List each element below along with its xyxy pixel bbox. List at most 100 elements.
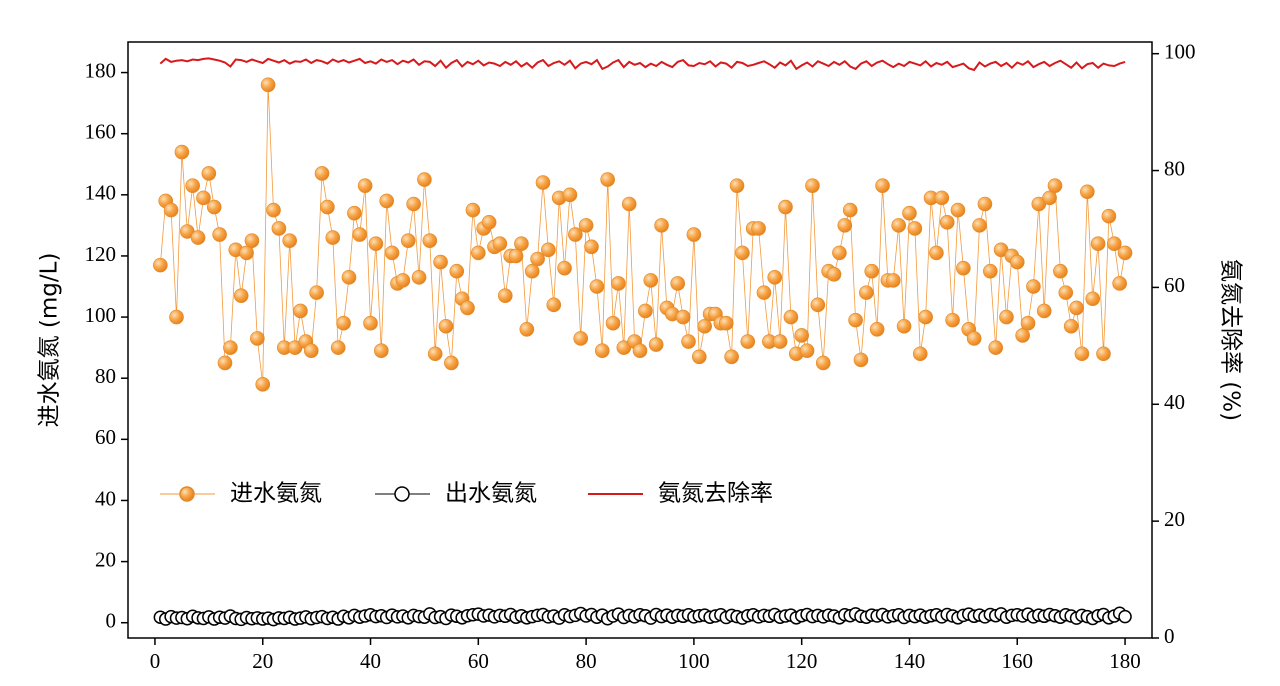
data-point [546, 297, 562, 313]
data-point [519, 322, 535, 337]
data-point [621, 196, 637, 212]
data-point [320, 199, 335, 215]
data-point [810, 297, 826, 313]
data-point [611, 276, 626, 291]
data-point [282, 233, 297, 248]
y2-axis-label: 氨氮去除率 (%) [1218, 259, 1244, 421]
data-point [697, 318, 712, 334]
data-point [686, 227, 702, 242]
data-point [643, 273, 659, 288]
data-point [379, 193, 394, 209]
data-point [956, 260, 971, 276]
data-point [1090, 236, 1106, 252]
data-point [174, 144, 190, 160]
data-point [557, 260, 572, 276]
data-point [832, 245, 847, 261]
x-tick-label: 80 [576, 649, 597, 673]
data-point [341, 270, 357, 285]
data-point [201, 166, 217, 181]
data-point [433, 254, 448, 270]
data-point [578, 218, 594, 233]
y-tick-label: 40 [95, 486, 116, 510]
data-point [718, 315, 734, 331]
data-point [875, 178, 890, 193]
data-point [886, 273, 901, 288]
x-tick-label: 60 [468, 649, 489, 673]
data-point [799, 343, 815, 358]
y2-tick-label: 100 [1164, 39, 1196, 63]
y2-tick-label: 40 [1164, 390, 1185, 414]
y-tick-label: 20 [95, 547, 116, 571]
legend-label: 出水氨氮 [445, 481, 537, 507]
data-point [783, 309, 799, 325]
data-point [902, 205, 917, 221]
data-point [589, 279, 605, 294]
data-point [691, 349, 707, 365]
data-point [163, 202, 179, 218]
data-point [1042, 190, 1057, 206]
y2-tick-label: 0 [1164, 624, 1175, 648]
data-point [778, 199, 793, 215]
data-point [729, 178, 745, 193]
y-tick-label: 100 [85, 303, 117, 327]
x-tick-label: 180 [1109, 649, 1141, 673]
data-point [562, 187, 578, 203]
data-point [869, 322, 885, 337]
data-point [977, 196, 993, 212]
data-point [864, 263, 880, 279]
data-point [1009, 254, 1025, 270]
data-point [271, 221, 287, 236]
data-point [1036, 303, 1052, 319]
data-point [233, 288, 249, 303]
data-point [497, 288, 513, 303]
y-tick-label: 80 [95, 364, 116, 388]
data-point [772, 334, 788, 349]
data-point [384, 245, 400, 261]
data-point [1026, 279, 1041, 294]
data-point [983, 263, 998, 279]
y-tick-label: 140 [85, 181, 117, 205]
data-point [185, 178, 200, 193]
data-point [1058, 285, 1074, 300]
data-point [153, 257, 168, 273]
legend-marker [179, 486, 195, 502]
data-point [1112, 276, 1127, 291]
y-tick-label: 0 [106, 609, 117, 633]
data-point [357, 178, 373, 193]
data-point [950, 202, 966, 218]
legend-label: 氨氮去除率 [658, 481, 773, 507]
data-point [250, 331, 265, 346]
data-point [330, 340, 346, 355]
series-line [159, 57, 1126, 72]
data-point [1117, 245, 1133, 261]
data-point [929, 245, 944, 261]
data-point [255, 377, 271, 392]
data-point [417, 172, 432, 187]
data-point [347, 205, 362, 221]
series-line [159, 84, 1126, 385]
data-point [1085, 291, 1101, 307]
data-point [805, 178, 820, 193]
data-point [767, 270, 783, 285]
data-point [314, 166, 330, 181]
data-point [1118, 609, 1132, 624]
plot-frame [127, 41, 1153, 639]
data-point [535, 175, 551, 190]
data-point [449, 263, 465, 279]
data-point [1015, 328, 1030, 343]
data-point [724, 349, 739, 365]
x-tick-label: 40 [360, 649, 381, 673]
data-point [735, 245, 750, 261]
data-point [336, 315, 351, 331]
data-point [681, 334, 696, 349]
data-point [223, 340, 238, 355]
data-point [427, 346, 443, 362]
data-point [896, 318, 912, 334]
data-point [945, 312, 960, 328]
data-point [638, 303, 653, 319]
y2-tick-label: 20 [1164, 507, 1185, 531]
x-tick-label: 20 [252, 649, 273, 673]
data-point [972, 218, 987, 233]
data-point [756, 285, 772, 300]
